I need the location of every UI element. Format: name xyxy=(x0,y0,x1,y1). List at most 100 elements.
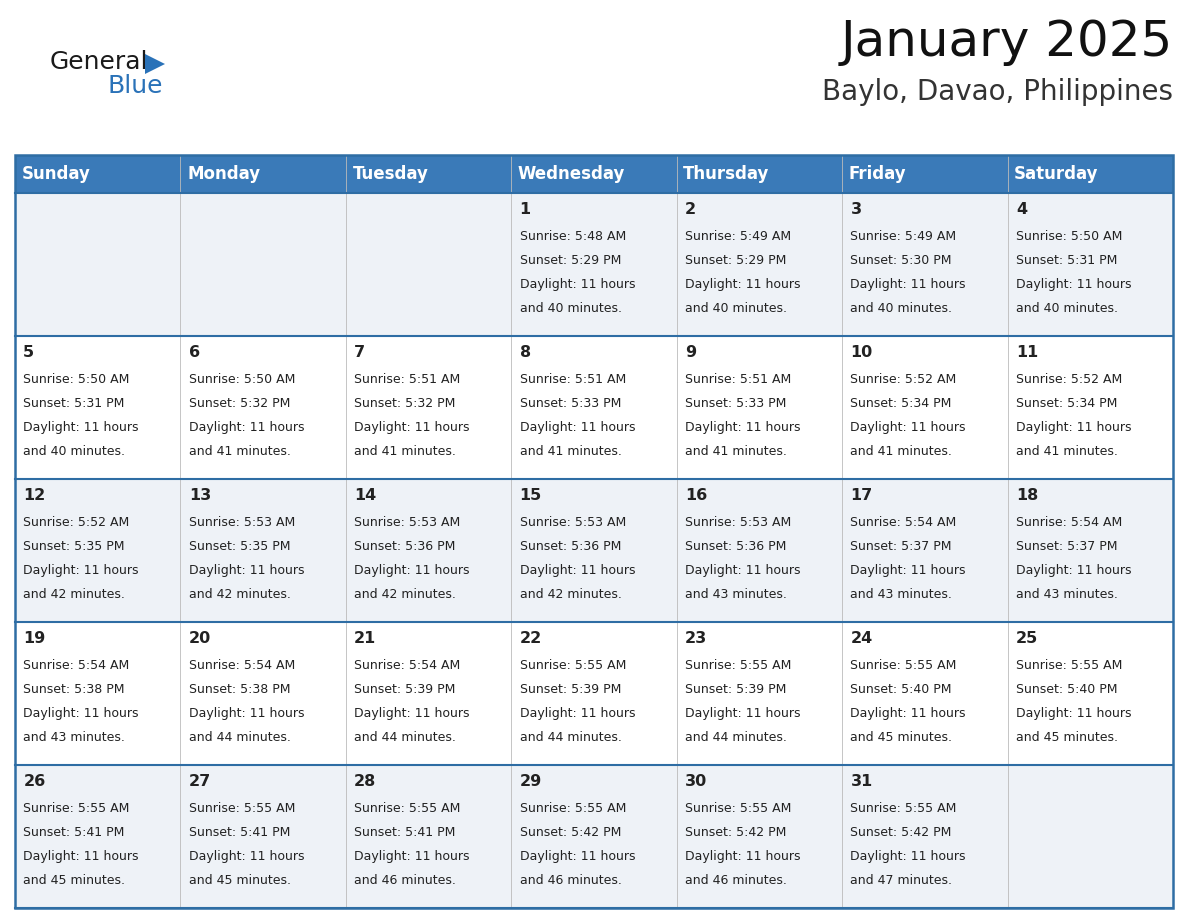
Text: Daylight: 11 hours: Daylight: 11 hours xyxy=(519,565,636,577)
Text: 14: 14 xyxy=(354,487,377,502)
Text: 18: 18 xyxy=(1016,487,1038,502)
Text: 20: 20 xyxy=(189,631,211,645)
Text: and 43 minutes.: and 43 minutes. xyxy=(851,588,953,601)
Bar xyxy=(15,622,1173,765)
Text: Sunset: 5:37 PM: Sunset: 5:37 PM xyxy=(851,540,952,554)
Text: Sunset: 5:29 PM: Sunset: 5:29 PM xyxy=(519,254,621,267)
Text: Daylight: 11 hours: Daylight: 11 hours xyxy=(685,421,801,434)
Text: and 41 minutes.: and 41 minutes. xyxy=(1016,445,1118,458)
Text: Daylight: 11 hours: Daylight: 11 hours xyxy=(1016,421,1131,434)
Text: Daylight: 11 hours: Daylight: 11 hours xyxy=(189,850,304,863)
Text: Sunset: 5:41 PM: Sunset: 5:41 PM xyxy=(354,826,455,839)
Text: Daylight: 11 hours: Daylight: 11 hours xyxy=(189,421,304,434)
Text: 27: 27 xyxy=(189,774,211,789)
Text: Sunrise: 5:49 AM: Sunrise: 5:49 AM xyxy=(685,230,791,243)
Text: 1: 1 xyxy=(519,202,531,217)
Bar xyxy=(15,155,1173,908)
Text: Sunrise: 5:51 AM: Sunrise: 5:51 AM xyxy=(685,374,791,386)
Text: 25: 25 xyxy=(1016,631,1038,645)
Text: 21: 21 xyxy=(354,631,377,645)
Text: 24: 24 xyxy=(851,631,873,645)
Text: 2: 2 xyxy=(685,202,696,217)
Text: Sunset: 5:40 PM: Sunset: 5:40 PM xyxy=(1016,683,1118,696)
Text: Sunrise: 5:53 AM: Sunrise: 5:53 AM xyxy=(685,516,791,529)
Text: Sunset: 5:35 PM: Sunset: 5:35 PM xyxy=(24,540,125,554)
Text: Sunrise: 5:53 AM: Sunrise: 5:53 AM xyxy=(354,516,461,529)
Text: and 47 minutes.: and 47 minutes. xyxy=(851,874,953,888)
Text: and 40 minutes.: and 40 minutes. xyxy=(519,302,621,315)
Text: 31: 31 xyxy=(851,774,873,789)
Text: Sunset: 5:29 PM: Sunset: 5:29 PM xyxy=(685,254,786,267)
Text: Sunset: 5:41 PM: Sunset: 5:41 PM xyxy=(24,826,125,839)
Text: Sunset: 5:35 PM: Sunset: 5:35 PM xyxy=(189,540,290,554)
Text: and 42 minutes.: and 42 minutes. xyxy=(24,588,125,601)
Text: Sunrise: 5:54 AM: Sunrise: 5:54 AM xyxy=(354,659,461,672)
Text: and 44 minutes.: and 44 minutes. xyxy=(354,732,456,744)
Bar xyxy=(15,479,1173,622)
Text: and 45 minutes.: and 45 minutes. xyxy=(189,874,291,888)
Text: 5: 5 xyxy=(24,344,34,360)
Text: Sunset: 5:42 PM: Sunset: 5:42 PM xyxy=(851,826,952,839)
Text: Sunrise: 5:55 AM: Sunrise: 5:55 AM xyxy=(519,802,626,815)
Text: 12: 12 xyxy=(24,487,45,502)
Text: Sunrise: 5:52 AM: Sunrise: 5:52 AM xyxy=(24,516,129,529)
Text: and 46 minutes.: and 46 minutes. xyxy=(519,874,621,888)
Text: Sunrise: 5:54 AM: Sunrise: 5:54 AM xyxy=(851,516,956,529)
Text: 29: 29 xyxy=(519,774,542,789)
Text: and 40 minutes.: and 40 minutes. xyxy=(685,302,786,315)
Text: Sunrise: 5:52 AM: Sunrise: 5:52 AM xyxy=(1016,374,1123,386)
Text: Daylight: 11 hours: Daylight: 11 hours xyxy=(1016,565,1131,577)
Text: and 46 minutes.: and 46 minutes. xyxy=(685,874,786,888)
Text: 15: 15 xyxy=(519,487,542,502)
Text: Sunrise: 5:55 AM: Sunrise: 5:55 AM xyxy=(685,659,791,672)
Text: Sunset: 5:38 PM: Sunset: 5:38 PM xyxy=(24,683,125,696)
Text: Sunday: Sunday xyxy=(21,165,90,183)
Text: Sunrise: 5:53 AM: Sunrise: 5:53 AM xyxy=(519,516,626,529)
Text: and 41 minutes.: and 41 minutes. xyxy=(851,445,953,458)
Text: 7: 7 xyxy=(354,344,365,360)
Text: Sunset: 5:42 PM: Sunset: 5:42 PM xyxy=(519,826,621,839)
Text: Daylight: 11 hours: Daylight: 11 hours xyxy=(685,278,801,291)
Text: Sunset: 5:36 PM: Sunset: 5:36 PM xyxy=(354,540,455,554)
Text: 8: 8 xyxy=(519,344,531,360)
Text: Sunrise: 5:50 AM: Sunrise: 5:50 AM xyxy=(1016,230,1123,243)
Text: Sunrise: 5:55 AM: Sunrise: 5:55 AM xyxy=(354,802,461,815)
Text: Sunset: 5:33 PM: Sunset: 5:33 PM xyxy=(685,397,786,410)
Text: Sunset: 5:32 PM: Sunset: 5:32 PM xyxy=(354,397,455,410)
Text: Sunset: 5:40 PM: Sunset: 5:40 PM xyxy=(851,683,952,696)
Text: January 2025: January 2025 xyxy=(841,18,1173,66)
Text: Baylo, Davao, Philippines: Baylo, Davao, Philippines xyxy=(822,78,1173,106)
Text: Daylight: 11 hours: Daylight: 11 hours xyxy=(519,850,636,863)
Text: Sunset: 5:36 PM: Sunset: 5:36 PM xyxy=(685,540,786,554)
Text: Sunset: 5:37 PM: Sunset: 5:37 PM xyxy=(1016,540,1118,554)
Text: and 41 minutes.: and 41 minutes. xyxy=(519,445,621,458)
Text: 30: 30 xyxy=(685,774,707,789)
Text: 28: 28 xyxy=(354,774,377,789)
Text: Daylight: 11 hours: Daylight: 11 hours xyxy=(519,707,636,721)
Text: and 43 minutes.: and 43 minutes. xyxy=(685,588,786,601)
Text: 6: 6 xyxy=(189,344,200,360)
Text: Friday: Friday xyxy=(848,165,906,183)
Text: and 43 minutes.: and 43 minutes. xyxy=(24,732,125,744)
Text: Daylight: 11 hours: Daylight: 11 hours xyxy=(354,707,469,721)
Text: Sunset: 5:31 PM: Sunset: 5:31 PM xyxy=(1016,254,1117,267)
Text: 4: 4 xyxy=(1016,202,1026,217)
Polygon shape xyxy=(145,54,165,74)
Text: and 42 minutes.: and 42 minutes. xyxy=(189,588,291,601)
Text: Daylight: 11 hours: Daylight: 11 hours xyxy=(354,850,469,863)
Text: Daylight: 11 hours: Daylight: 11 hours xyxy=(24,707,139,721)
Text: Sunset: 5:38 PM: Sunset: 5:38 PM xyxy=(189,683,290,696)
Text: Sunset: 5:31 PM: Sunset: 5:31 PM xyxy=(24,397,125,410)
Text: Sunrise: 5:49 AM: Sunrise: 5:49 AM xyxy=(851,230,956,243)
Text: Sunrise: 5:55 AM: Sunrise: 5:55 AM xyxy=(1016,659,1123,672)
Bar xyxy=(15,193,1173,336)
Bar xyxy=(15,336,1173,479)
Text: 19: 19 xyxy=(24,631,45,645)
Text: Sunrise: 5:55 AM: Sunrise: 5:55 AM xyxy=(851,659,956,672)
Text: Daylight: 11 hours: Daylight: 11 hours xyxy=(685,707,801,721)
Text: Sunset: 5:30 PM: Sunset: 5:30 PM xyxy=(851,254,952,267)
Text: 10: 10 xyxy=(851,344,873,360)
Text: and 44 minutes.: and 44 minutes. xyxy=(685,732,786,744)
Text: and 46 minutes.: and 46 minutes. xyxy=(354,874,456,888)
Text: 9: 9 xyxy=(685,344,696,360)
